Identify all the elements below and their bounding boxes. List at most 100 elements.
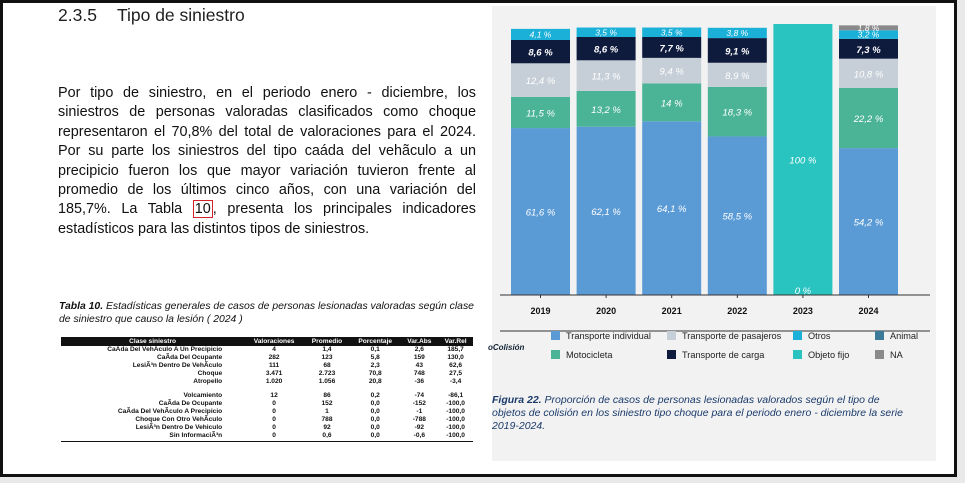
x-tick-label: 2023	[793, 306, 813, 316]
data-label: 8,9 %	[725, 71, 750, 82]
data-label: 9,4 %	[660, 67, 685, 78]
table-cell: Choque	[197, 370, 223, 377]
legend-label: Transporte de pasajeros	[682, 331, 782, 341]
table-cell: 27,5	[449, 370, 463, 377]
data-label: 9,1 %	[725, 46, 750, 57]
table-cell: -100,0	[446, 400, 465, 407]
legend-item: Animal	[875, 331, 918, 341]
table-cell: -86,1	[448, 392, 464, 399]
x-tick-label: 2019	[530, 306, 550, 316]
table-caption-label: Tabla 10.	[59, 301, 104, 312]
legend-item: Otros	[793, 331, 830, 341]
bar-segment	[576, 37, 636, 61]
table-cell: 68	[323, 362, 331, 369]
data-label: 18,3 %	[723, 108, 753, 119]
bar-segment	[511, 63, 570, 97]
legend-label: Otros	[808, 331, 831, 341]
table-body: CaÃda Del VehÃculo A Un Precipicio 4 1,4 0,…	[61, 346, 473, 442]
table-cell: 0	[244, 432, 304, 442]
data-label: 13,2 %	[591, 105, 621, 116]
data-label: 3,5 %	[661, 27, 683, 37]
data-label: 54,2 %	[854, 218, 884, 229]
table-cell: 0,0	[350, 432, 401, 442]
x-tick-label: 2020	[596, 306, 616, 316]
bar-segment	[511, 39, 570, 64]
page-edge-right	[957, 0, 965, 483]
table-header-cell: Promedio	[303, 337, 351, 346]
table-cell: -3,4	[449, 378, 462, 385]
table-cell: 152	[321, 400, 333, 407]
table-cell: 0	[272, 408, 276, 415]
table-cell: 43	[415, 362, 423, 369]
table-cell: 20,8	[368, 378, 382, 385]
data-label: 14 %	[661, 98, 683, 109]
table-reference-link[interactable]: 10	[192, 200, 213, 219]
table-cell: CaÃda Del VehÃculo A Un Precipicio	[107, 346, 223, 353]
statistics-table: Clase siniestro Valoraciones Promedio Porce…	[61, 337, 473, 442]
stacked-bar-chart: 61,6 % 11,5 % 12,4 % 8,6 % 4,1 % 2019 62,1 % 13…	[500, 23, 930, 332]
table-cell: 123	[321, 354, 333, 361]
table-cell: 185,7	[447, 346, 464, 353]
table-cell: LesiÃ³n Dentro De Vehiculo	[135, 424, 223, 431]
table-cell: 0,0	[370, 424, 380, 431]
bar-segment	[576, 60, 636, 91]
legend-item: Motocicleta	[551, 350, 612, 360]
data-label: 10,8 %	[854, 69, 884, 80]
table-row: Sin InformaciÃ³n 0 0,6 0,0 -0,6 -100,0	[61, 432, 473, 442]
x-tick-label: 2021	[662, 306, 682, 316]
legend-item: NA	[875, 350, 903, 360]
table-cell: -92	[414, 424, 425, 431]
data-label: 22,2 %	[853, 114, 884, 125]
table-header-cell: Var.Abs	[400, 337, 439, 346]
table-cell: 159	[413, 354, 425, 361]
data-label: 12,4 %	[526, 76, 556, 87]
table-cell: -100,0	[446, 416, 465, 423]
table-caption-text: Estadísticas generales de casos de perso…	[59, 301, 474, 325]
data-label: 11,5 %	[526, 108, 555, 119]
data-label: 62,1 %	[591, 207, 621, 218]
legend-side-label: oColisión	[488, 343, 525, 352]
bar-segment	[773, 24, 833, 295]
table-cell: -74	[414, 392, 425, 399]
data-label: 3,8 %	[726, 28, 748, 38]
table-cell: 282	[268, 354, 280, 361]
legend-label: NA	[890, 350, 903, 360]
data-label: 0 %	[795, 286, 812, 297]
table-row: Choque 3.471 2.723 70,8 748 27,5	[61, 370, 473, 378]
bar-segment	[707, 38, 767, 63]
table-cell: 2,3	[370, 362, 380, 369]
bar-segment	[707, 62, 767, 87]
table-cell: 0,6	[303, 432, 351, 442]
data-label: 4,1 %	[530, 29, 552, 39]
bar-segment	[576, 27, 636, 38]
table-cell: CaÃda Del Ocupante	[156, 354, 223, 361]
legend-label: Motocicleta	[566, 350, 613, 360]
page-edge-bottom	[0, 477, 965, 483]
data-label: 8,6 %	[528, 48, 553, 59]
document-page: 2.3.5 Tipo de siniestro Por tipo de sinie…	[0, 0, 957, 477]
table-cell: -100,0	[438, 432, 473, 442]
figure-caption-label: Figura 22.	[492, 394, 542, 406]
table-cell: -1	[416, 408, 423, 415]
table-cell: 12	[270, 392, 278, 399]
table-cell: 2,6	[414, 346, 424, 353]
legend-swatch	[875, 350, 884, 359]
section-heading: 2.3.5 Tipo de siniestro	[58, 5, 245, 26]
table-cell: Sin InformaciÃ³n	[61, 432, 245, 442]
table-header-cell: Porcentaje	[350, 337, 401, 346]
table-cell: 3.471	[265, 370, 283, 377]
data-label: 61,6 %	[526, 208, 556, 219]
table-header-row: Clase siniestro Valoraciones Promedio Porce…	[61, 337, 473, 346]
table-cell: Volcamiento	[183, 392, 223, 399]
bar-segment	[839, 25, 898, 31]
table-cell: -152	[412, 400, 426, 407]
table-caption: Tabla 10. Estadísticas generales de caso…	[59, 301, 479, 326]
table-cell: 4	[272, 346, 276, 353]
table-cell: 1.056	[318, 378, 336, 385]
table-cell: 788	[321, 416, 333, 423]
legend-label: Animal	[890, 331, 919, 341]
data-label: 11,3 %	[592, 72, 621, 83]
data-label: 58,5 %	[723, 212, 753, 223]
bar-segment	[642, 37, 702, 58]
legend-item: Objeto fijo	[793, 350, 849, 360]
